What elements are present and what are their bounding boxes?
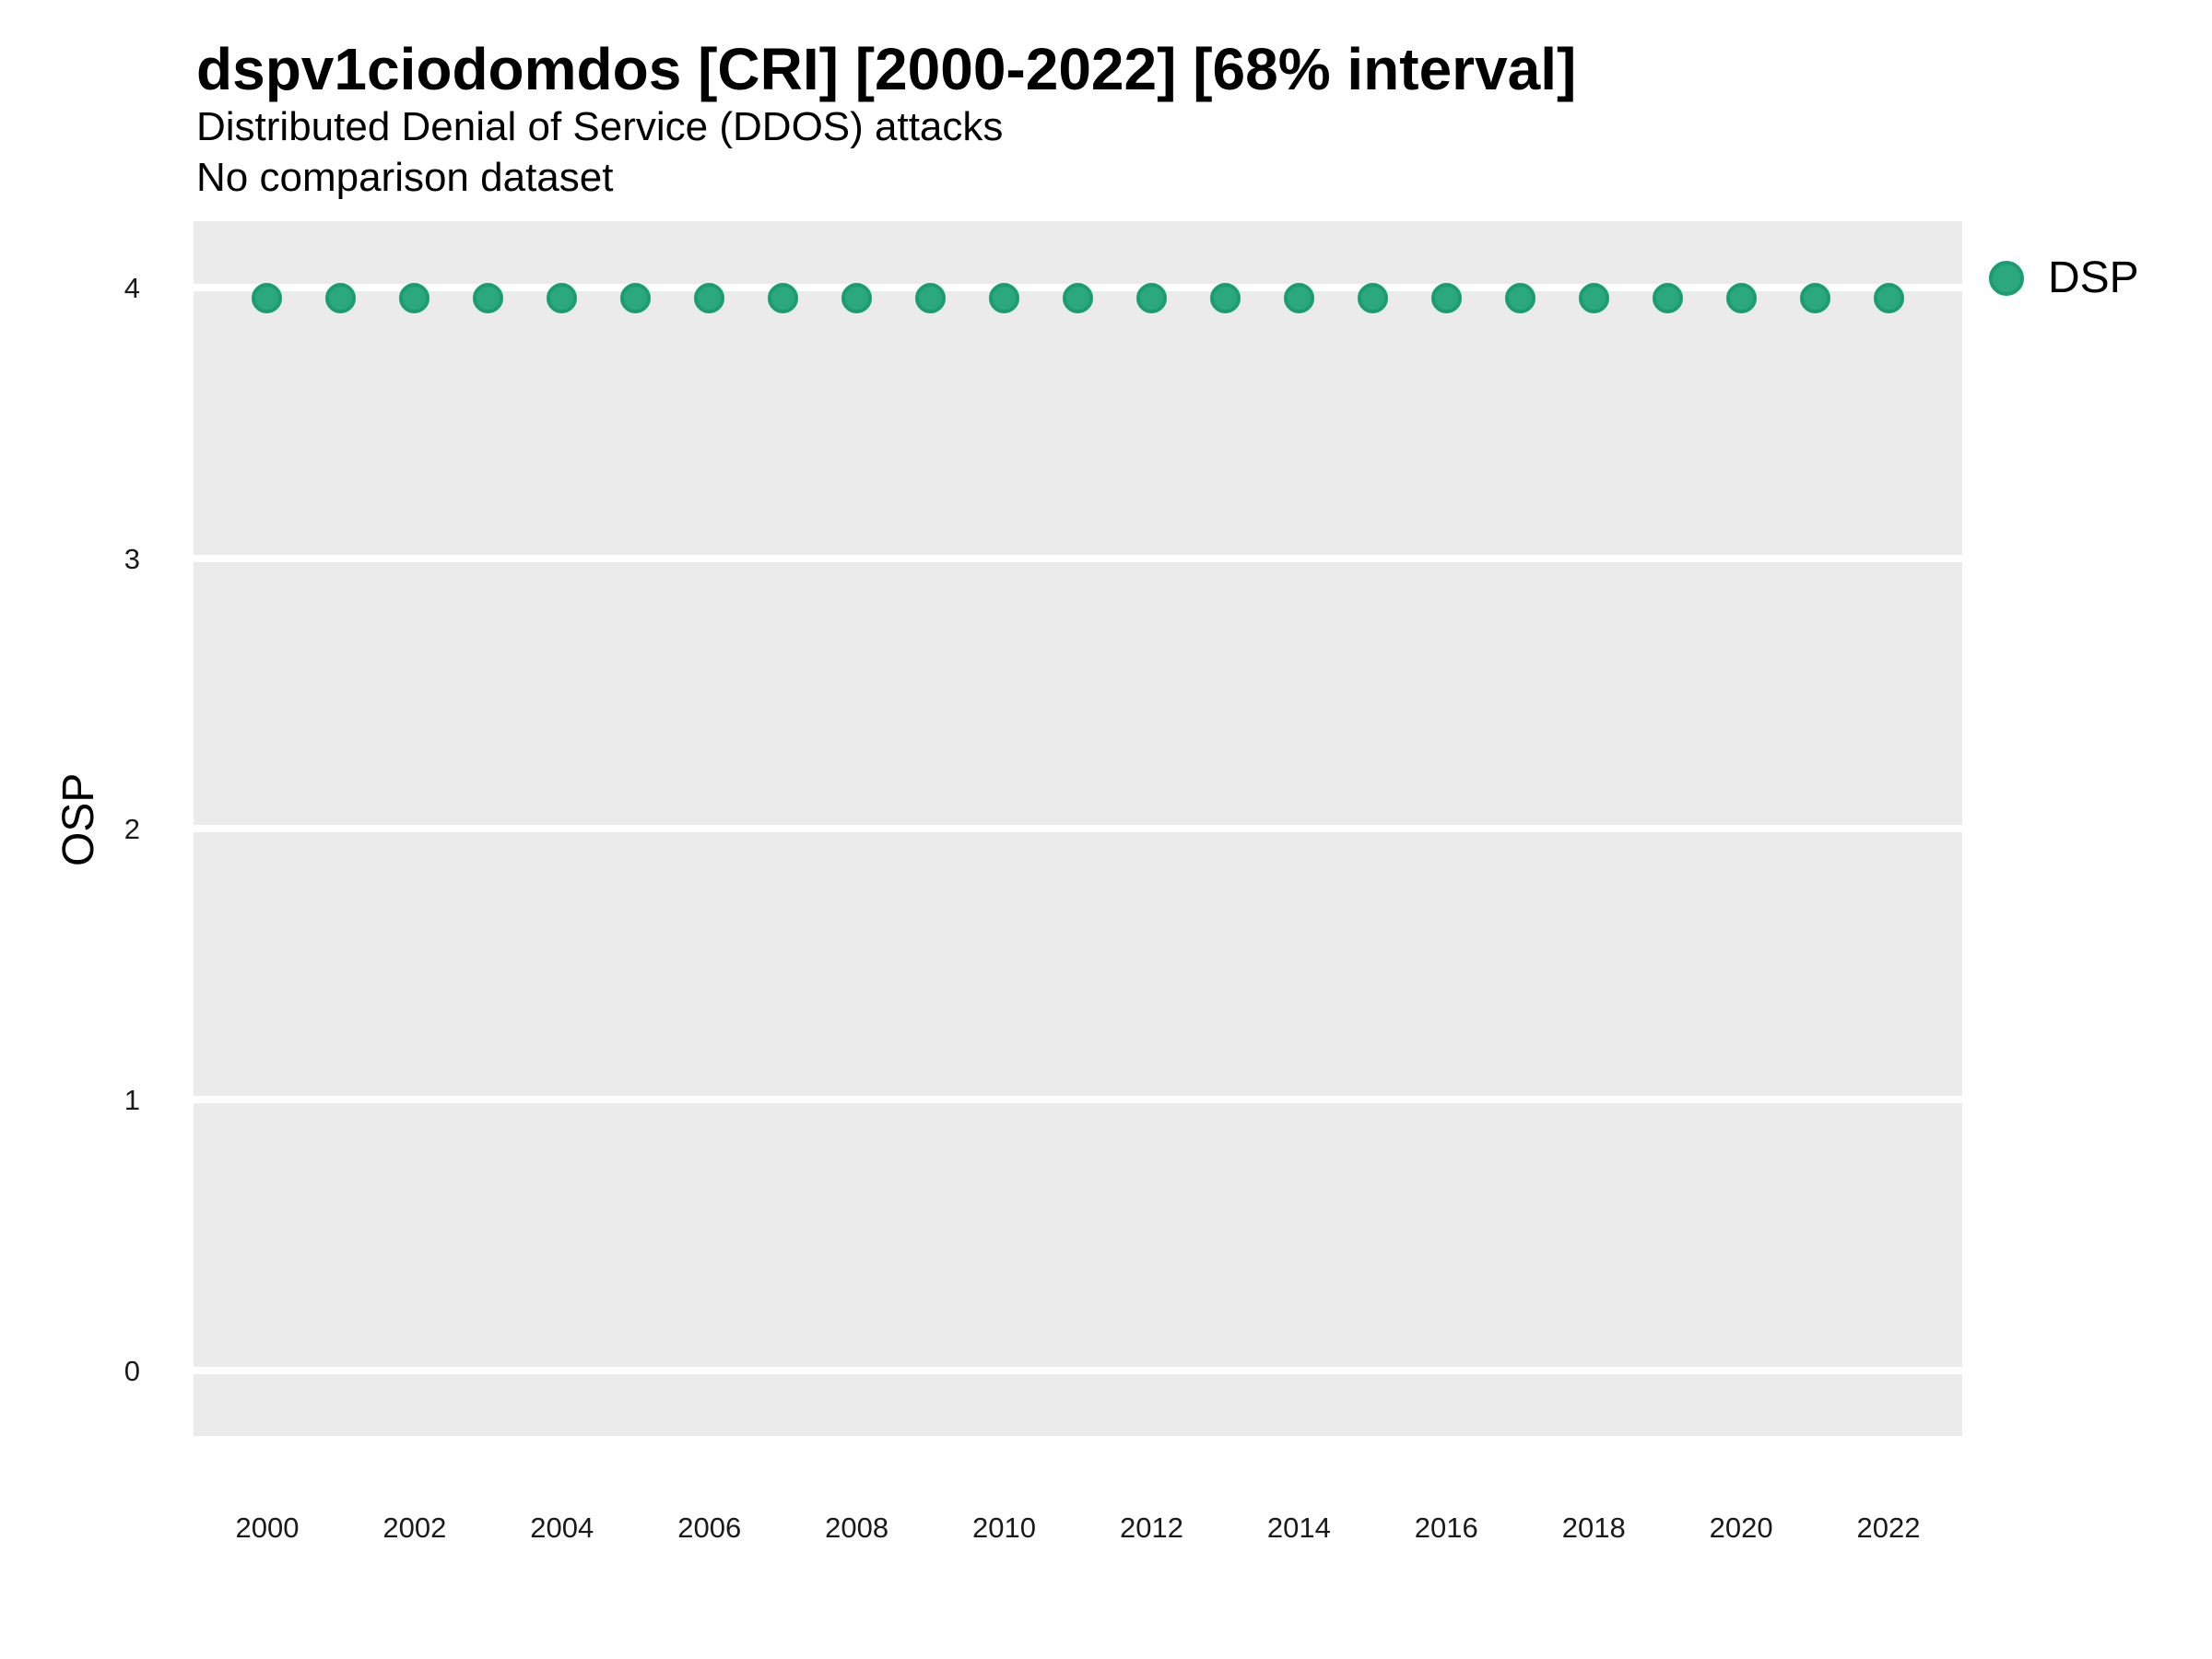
gridline-y-0 xyxy=(194,1366,1962,1374)
data-point-dsp-2000 xyxy=(252,283,283,314)
x-tick-label-2018: 2018 xyxy=(1561,1512,1626,1544)
x-tick-label-2002: 2002 xyxy=(382,1512,447,1544)
legend-swatch-dsp xyxy=(1989,260,2024,296)
gridline-y-3 xyxy=(194,554,1962,562)
data-point-dsp-2011 xyxy=(1063,283,1093,314)
x-tick-label-2014: 2014 xyxy=(1266,1512,1331,1544)
y-tick-label-2: 2 xyxy=(124,813,140,846)
data-point-dsp-2005 xyxy=(620,283,652,314)
x-tick-label-2006: 2006 xyxy=(677,1512,742,1544)
page-title: dspv1ciodomdos [CRI] [2000-2022] [68% in… xyxy=(196,36,1577,102)
legend-label-dsp: DSP xyxy=(2048,253,2139,302)
y-tick-label-1: 1 xyxy=(124,1084,140,1117)
data-point-dsp-2022 xyxy=(1873,283,1904,314)
gridline-y-2 xyxy=(194,825,1962,833)
data-point-dsp-2006 xyxy=(694,283,725,314)
data-point-dsp-2018 xyxy=(1578,283,1609,314)
data-point-dsp-2007 xyxy=(768,283,799,314)
data-point-dsp-2001 xyxy=(325,283,357,314)
legend: DSP xyxy=(1989,253,2139,303)
x-tick-label-2020: 2020 xyxy=(1709,1512,1773,1544)
x-tick-label-2022: 2022 xyxy=(1856,1512,1921,1544)
y-tick-label-4: 4 xyxy=(124,271,140,304)
x-tick-label-2012: 2012 xyxy=(1119,1512,1183,1544)
x-tick-label-2010: 2010 xyxy=(972,1512,1037,1544)
gridline-y-1 xyxy=(194,1096,1962,1104)
x-tick-label-2004: 2004 xyxy=(530,1512,594,1544)
data-point-dsp-2014 xyxy=(1283,283,1314,314)
data-point-dsp-2013 xyxy=(1209,283,1241,314)
data-point-dsp-2015 xyxy=(1357,283,1388,314)
x-tick-label-2000: 2000 xyxy=(235,1512,300,1544)
chart-subtitle: Distributed Denial of Service (DDOS) att… xyxy=(196,104,1004,149)
plot-panel xyxy=(194,221,1962,1436)
data-point-dsp-2003 xyxy=(473,283,504,314)
x-tick-label-2008: 2008 xyxy=(825,1512,889,1544)
data-point-dsp-2008 xyxy=(841,283,873,314)
y-tick-label-3: 3 xyxy=(124,542,140,575)
y-tick-label-0: 0 xyxy=(124,1354,140,1387)
data-point-dsp-2019 xyxy=(1652,283,1683,314)
data-point-dsp-2020 xyxy=(1725,283,1757,314)
data-point-dsp-2016 xyxy=(1430,283,1462,314)
data-point-dsp-2017 xyxy=(1504,283,1535,314)
comparison-note: No comparison dataset xyxy=(196,155,614,200)
data-point-dsp-2012 xyxy=(1135,283,1167,314)
data-point-dsp-2004 xyxy=(547,283,578,314)
data-point-dsp-2009 xyxy=(915,283,947,314)
data-point-dsp-2002 xyxy=(399,283,430,314)
data-point-dsp-2010 xyxy=(989,283,1020,314)
data-point-dsp-2021 xyxy=(1799,283,1830,314)
x-tick-label-2016: 2016 xyxy=(1414,1512,1478,1544)
